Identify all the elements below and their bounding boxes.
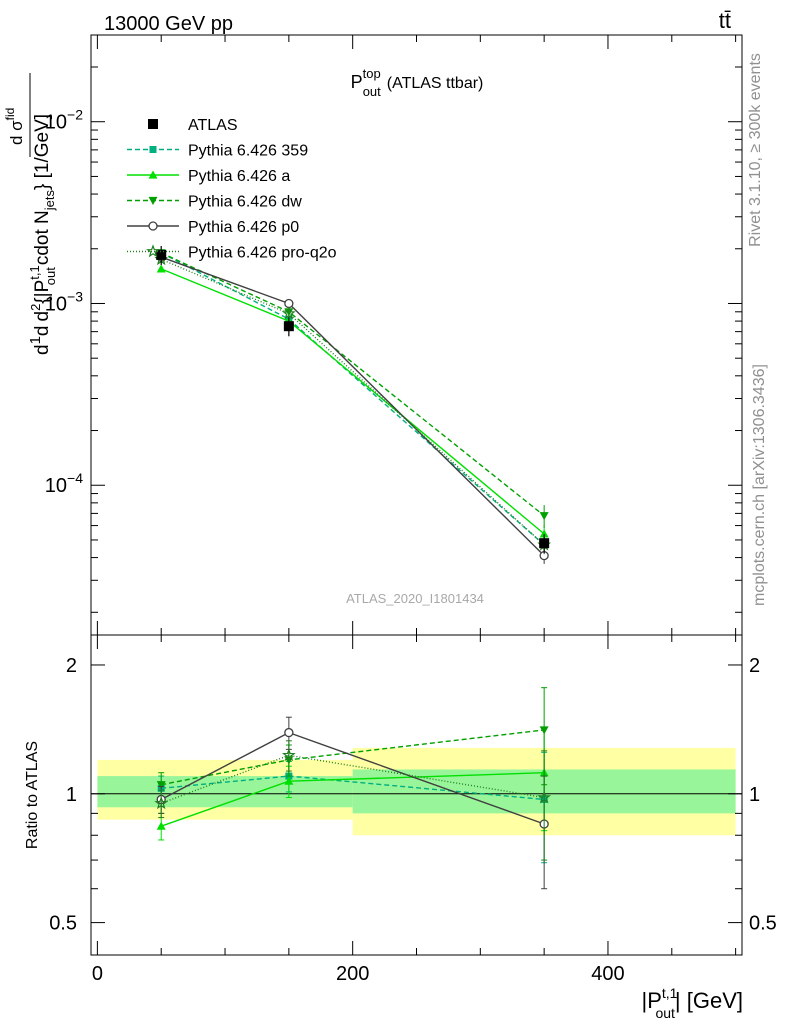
ratio-frame — [90, 634, 743, 956]
ratio-axis-ticks: 0.5 0.5 1 1 2 2 0 200 400 — [49, 635, 777, 985]
series-point — [156, 264, 166, 273]
y-tick-label-base: 10 — [45, 112, 67, 134]
legend-marker — [149, 146, 157, 153]
main-panel: 10−410−310−2 — [45, 34, 743, 636]
x-tick-label: 200 — [336, 963, 369, 985]
x-axis-label: |Pt,1 out| [GeV] — [641, 985, 743, 1021]
series-point — [539, 529, 549, 538]
main-ylabel: d1dd2{|Pt,1outcdot Njets} [1/GeV] d σfid — [3, 73, 58, 355]
main-axis-ticks: 10−410−310−2 — [45, 34, 742, 635]
y-tick-label-base: 10 — [45, 475, 67, 497]
ylabel-d: d — [32, 344, 53, 355]
ratio-series-point — [156, 821, 166, 830]
legend-marker — [146, 244, 160, 258]
header-energy-label: 13000 GeV pp — [104, 13, 233, 35]
legend-label: Pythia 6.426 pro-q2o — [188, 245, 337, 262]
ylabel-jets-sub: jets — [42, 190, 57, 212]
ylabel-numerator: d σfid — [3, 108, 26, 145]
y-tick-label-exp: −3 — [67, 288, 83, 304]
analysis-watermark: ATLAS_2020_I1801434 — [346, 591, 484, 606]
ratio-series-point — [537, 790, 552, 804]
legend-marker-atlas — [148, 119, 158, 129]
y-tick-label-exp: −4 — [67, 470, 83, 486]
legend-label: Pythia 6.426 a — [188, 168, 290, 185]
ylabel-one: 1 — [27, 336, 44, 344]
ylabel-p: {|P — [32, 280, 53, 304]
x-tick-label: 0 — [92, 963, 103, 985]
main-ylabel-text: d1dd2{|Pt,1outcdot Njets} [1/GeV] — [27, 114, 58, 355]
atlas-point — [156, 249, 167, 260]
ratio-series — [154, 687, 552, 890]
atlas-point — [539, 538, 550, 549]
series-line — [160, 258, 545, 546]
ratio-bands — [91, 747, 742, 836]
xlabel-pre: |P — [641, 988, 661, 1013]
ratio-tick-label-left: 0.5 — [49, 913, 77, 935]
rivet-version-label: Rivet 3.1.10, ≥ 300k events — [747, 53, 764, 247]
header-process-label: tt̄ — [719, 8, 731, 33]
ylabel-p-sub: out — [43, 267, 58, 285]
y-tick-label: 10−4 — [45, 470, 83, 497]
ylabel-p-sup: t,1 — [27, 265, 42, 279]
main-series — [154, 249, 552, 564]
ylabel-unit: } [1/GeV] — [32, 114, 53, 190]
ratio-tick-label-left: 2 — [66, 655, 77, 677]
ratio-series-point — [281, 748, 296, 762]
xlabel-sup: t,1 — [662, 985, 678, 1001]
ratio-series-point — [154, 796, 169, 810]
legend-label: Pythia 6.426 p0 — [188, 219, 299, 236]
ratio-series-point — [284, 727, 294, 738]
series-line — [160, 256, 545, 557]
plot-title-main: P — [351, 72, 363, 92]
series-line — [160, 268, 545, 535]
ylabel-d2-sup: 2 — [28, 304, 43, 311]
y-tick-label: 10−3 — [45, 288, 83, 315]
series-point — [284, 298, 294, 309]
xlabel-sub: out — [655, 1005, 675, 1021]
legend-marker — [148, 196, 158, 205]
ratio-series-point — [539, 726, 549, 735]
ratio-series-point — [284, 776, 294, 785]
ratio-tick-label-right: 2 — [749, 655, 760, 677]
ratio-series-point — [156, 781, 166, 790]
ratio-series-line — [160, 754, 545, 804]
y-tick-label-base: 10 — [45, 293, 67, 315]
series-line — [160, 252, 545, 546]
y-tick-label-exp: −2 — [67, 107, 83, 123]
plot-title: Ptop out (ATLAS ttbar) — [351, 66, 484, 99]
ylabel-num: d σ — [7, 120, 26, 145]
ratio-tick-label-left: 1 — [66, 784, 77, 806]
ylabel-d3: d — [32, 311, 53, 322]
atlas-point — [283, 321, 294, 332]
mcplots-label: mcplots.cern.ch [arXiv:1306.3436] — [751, 364, 768, 606]
plot-title-rest: (ATLAS ttbar) — [387, 75, 484, 92]
legend-label: Pythia 6.426 359 — [188, 143, 308, 160]
legend-label: Pythia 6.426 dw — [188, 194, 302, 211]
y-tick-label: 10−2 — [45, 107, 83, 134]
ratio-ylabel: Ratio to ATLAS — [24, 741, 41, 849]
legend: ATLAS Pythia 6.426 359 Pythia 6.426 a Pythi… — [127, 117, 337, 262]
ylabel-d2: d — [32, 326, 53, 337]
ylabel-jets: cdot N — [32, 210, 53, 265]
legend-label-atlas: ATLAS — [188, 117, 238, 134]
ratio-tick-label-right: 0.5 — [749, 913, 777, 935]
legend-marker — [148, 170, 158, 179]
legend-marker — [148, 221, 158, 231]
xlabel-post: | [GeV] — [675, 988, 743, 1013]
ylabel-num-sup: fid — [3, 108, 17, 121]
atlas-data-points — [156, 245, 550, 554]
plot-title-sub: out — [363, 84, 381, 99]
series-point — [539, 512, 549, 521]
plot-title-sup: top — [363, 66, 381, 81]
series-point — [281, 306, 296, 320]
ratio-panel: 0.5 0.5 1 1 2 2 0 200 400 — [49, 634, 777, 985]
ratio-tick-label-right: 1 — [749, 784, 760, 806]
x-tick-label: 400 — [591, 963, 624, 985]
